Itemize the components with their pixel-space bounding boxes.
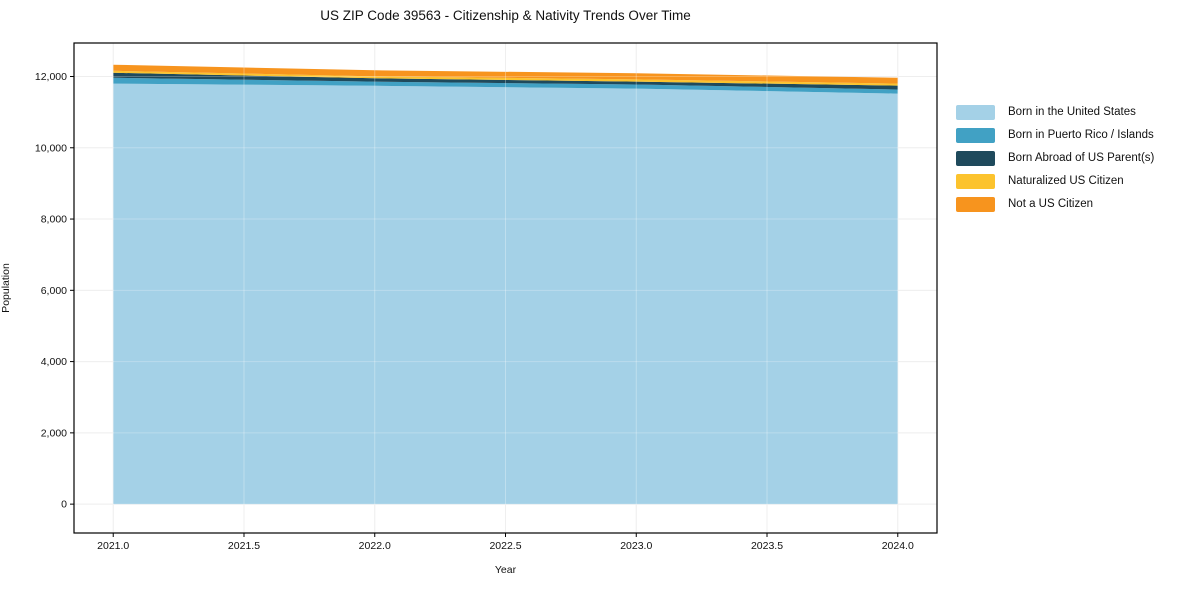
y-tick-label: 0 [61, 499, 67, 511]
x-tick-label: 2023.5 [751, 540, 783, 552]
y-tick-label: 4,000 [41, 356, 67, 368]
legend-label: Born Abroad of US Parent(s) [1008, 152, 1155, 164]
legend: Born in the United States Born in Puerto … [956, 104, 1154, 212]
chart-title: US ZIP Code 39563 - Citizenship & Nativi… [320, 8, 691, 23]
y-tick-label: 10,000 [35, 142, 67, 154]
y-axis-label: Population [0, 263, 12, 313]
legend-swatch-icon [956, 173, 995, 189]
legend-swatch-icon [956, 150, 995, 166]
legend-item: Not a US Citizen [956, 196, 1154, 212]
legend-label: Naturalized US Citizen [1008, 175, 1124, 187]
x-axis-label: Year [494, 564, 517, 576]
x-tick-label: 2021.5 [228, 540, 260, 552]
x-tick-label: 2021.0 [97, 540, 129, 552]
y-tick-label: 2,000 [41, 427, 67, 439]
area-not-a-us-citizen [113, 64, 898, 84]
area-naturalized-us-citizen [113, 70, 898, 86]
area-born-in-puerto-rico-islands [113, 77, 898, 94]
x-tick-label: 2022.5 [489, 540, 521, 552]
legend-label: Not a US Citizen [1008, 198, 1094, 210]
legend-item: Born in Puerto Rico / Islands [956, 127, 1154, 143]
x-tick-label: 2023.0 [620, 540, 652, 552]
y-tick-label: 12,000 [35, 71, 67, 83]
legend-swatch-icon [956, 127, 995, 143]
legend-item: Born in the United States [956, 104, 1154, 120]
area-born-in-the-united-states [113, 83, 898, 505]
y-tick-label: 6,000 [41, 285, 67, 297]
legend-label: Born in the United States [1008, 106, 1136, 118]
y-tick-label: 8,000 [41, 214, 67, 226]
legend-item: Naturalized US Citizen [956, 173, 1154, 189]
legend-item: Born Abroad of US Parent(s) [956, 150, 1154, 166]
legend-swatch-icon [956, 104, 995, 120]
legend-swatch-icon [956, 196, 995, 212]
area-born-abroad-of-us-parent-s [113, 72, 898, 90]
x-tick-label: 2022.0 [359, 540, 391, 552]
legend-label: Born in Puerto Rico / Islands [1008, 129, 1154, 141]
x-tick-label: 2024.0 [882, 540, 914, 552]
